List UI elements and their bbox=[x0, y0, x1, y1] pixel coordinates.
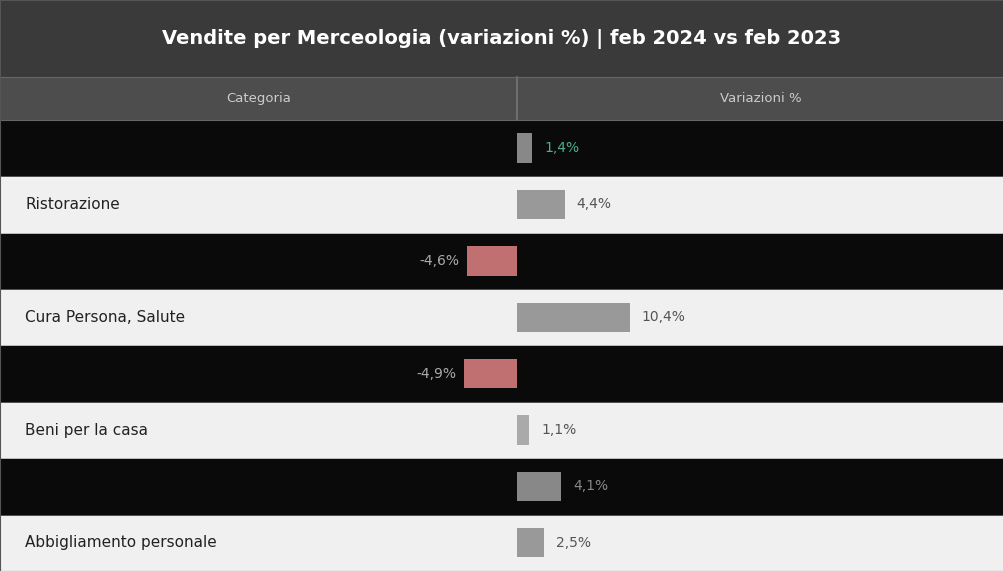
FancyBboxPatch shape bbox=[517, 303, 629, 332]
Text: Categoria: Categoria bbox=[226, 92, 291, 105]
FancyBboxPatch shape bbox=[463, 359, 517, 388]
FancyBboxPatch shape bbox=[517, 190, 564, 219]
FancyBboxPatch shape bbox=[0, 0, 1003, 77]
FancyBboxPatch shape bbox=[0, 289, 1003, 345]
FancyBboxPatch shape bbox=[0, 345, 1003, 402]
Text: Vendite per Merceologia (variazioni %) | feb 2024 vs feb 2023: Vendite per Merceologia (variazioni %) |… bbox=[162, 29, 841, 49]
Text: 1,4%: 1,4% bbox=[544, 141, 579, 155]
Text: -4,9%: -4,9% bbox=[415, 367, 455, 381]
Text: 10,4%: 10,4% bbox=[641, 310, 685, 324]
Text: 2,5%: 2,5% bbox=[556, 536, 591, 550]
FancyBboxPatch shape bbox=[517, 528, 544, 557]
Text: Abbigliamento personale: Abbigliamento personale bbox=[25, 535, 217, 550]
FancyBboxPatch shape bbox=[0, 120, 1003, 176]
FancyBboxPatch shape bbox=[0, 458, 1003, 514]
FancyBboxPatch shape bbox=[517, 134, 532, 163]
Text: 4,1%: 4,1% bbox=[573, 480, 608, 493]
FancyBboxPatch shape bbox=[517, 415, 529, 445]
Text: Ristorazione: Ristorazione bbox=[25, 197, 119, 212]
FancyBboxPatch shape bbox=[0, 402, 1003, 458]
Text: Cura Persona, Salute: Cura Persona, Salute bbox=[25, 309, 185, 325]
Text: Variazioni %: Variazioni % bbox=[719, 92, 800, 105]
FancyBboxPatch shape bbox=[0, 233, 1003, 289]
FancyBboxPatch shape bbox=[517, 77, 1003, 120]
Text: -4,6%: -4,6% bbox=[419, 254, 458, 268]
FancyBboxPatch shape bbox=[466, 246, 517, 276]
Text: 1,1%: 1,1% bbox=[541, 423, 576, 437]
FancyBboxPatch shape bbox=[0, 514, 1003, 571]
FancyBboxPatch shape bbox=[0, 176, 1003, 233]
FancyBboxPatch shape bbox=[517, 472, 561, 501]
Text: Beni per la casa: Beni per la casa bbox=[25, 423, 148, 437]
FancyBboxPatch shape bbox=[0, 77, 517, 120]
Text: 4,4%: 4,4% bbox=[576, 198, 611, 211]
